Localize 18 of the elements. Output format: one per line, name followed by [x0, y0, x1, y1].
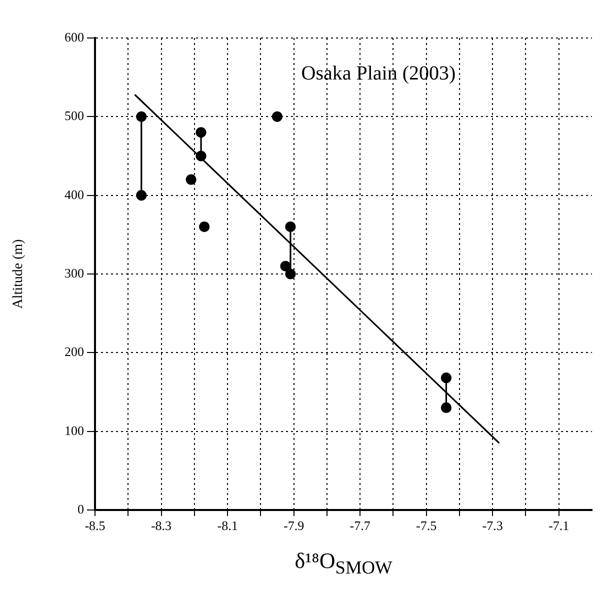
y-tick-label: 600	[64, 29, 84, 44]
x-tick-label: -8.1	[217, 518, 238, 534]
x-axis-title: δ¹⁸O$_{SMOW}$	[294, 548, 394, 578]
x-tick-label: -8.5	[84, 518, 106, 534]
x-tick-label: -8.3	[150, 518, 172, 534]
x-tick-label: -7.3	[482, 518, 503, 534]
x-tick-label: -7.1	[548, 518, 570, 534]
x-tick-label: -7.9	[284, 518, 304, 534]
y-tick-label: 200	[64, 344, 84, 360]
y-tick-label: 0	[78, 501, 84, 516]
y-tick-label: 300	[64, 265, 84, 280]
x-tick-label: -7.7	[350, 518, 371, 534]
y-tick-label: 400	[64, 186, 84, 202]
annotation: Osaka Plain (2003)	[301, 62, 456, 84]
y-tick-label: 500	[64, 108, 84, 124]
x-tick-label: -7.5	[416, 518, 437, 534]
y-axis-title: Altitude (m)	[11, 238, 26, 309]
y-tick-label: 100	[64, 422, 84, 438]
